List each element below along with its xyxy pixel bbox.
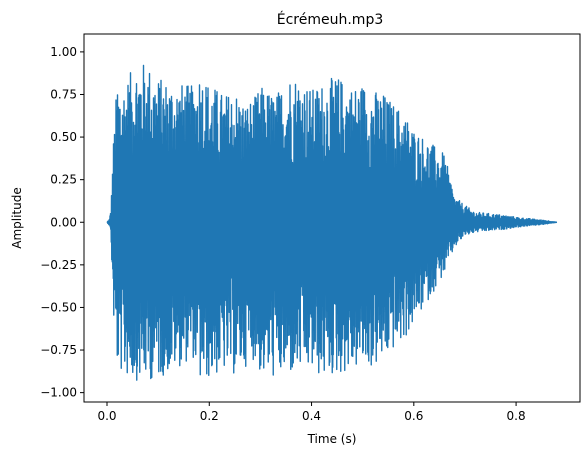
x-tick-label: 0.4	[302, 409, 321, 423]
x-axis-ticks: 0.0 0.2 0.4 0.6 0.8	[97, 402, 526, 423]
chart-title: Écrémeuh.mp3	[277, 11, 383, 28]
y-tick-label: −0.50	[40, 300, 77, 314]
plot-area	[83, 33, 581, 403]
x-tick-label: 0.6	[404, 409, 423, 423]
y-tick-label: −1.00	[40, 386, 77, 400]
y-tick-label: −0.25	[40, 258, 77, 272]
waveform-line	[106, 64, 558, 381]
y-tick-label: 0.25	[50, 173, 77, 187]
y-axis-label: Amplitude	[10, 187, 24, 249]
x-axis-label: Time (s)	[307, 432, 357, 446]
x-tick-label: 0.2	[200, 409, 219, 423]
y-tick-label: 1.00	[50, 45, 77, 59]
y-tick-label: 0.00	[50, 215, 77, 229]
waveform-series	[106, 64, 558, 381]
y-axis-ticks: −1.00 −0.75 −0.50 −0.25 0.00 0.25 0.50 0.75 1.00	[40, 45, 84, 400]
y-tick-label: 0.75	[50, 87, 77, 101]
y-tick-label: 0.50	[50, 130, 77, 144]
x-tick-label: 0.0	[97, 409, 116, 423]
plot-frame	[83, 33, 581, 403]
y-tick-label: −0.75	[40, 343, 77, 357]
x-tick-label: 0.8	[507, 409, 526, 423]
